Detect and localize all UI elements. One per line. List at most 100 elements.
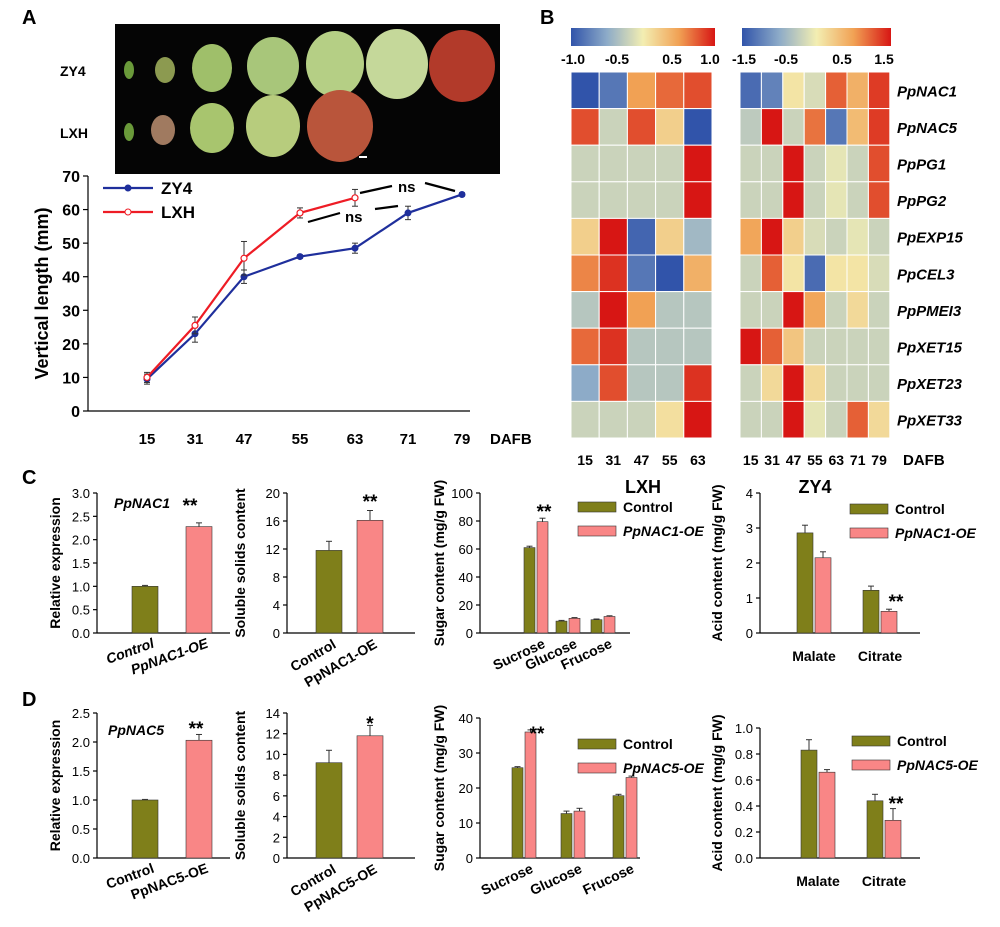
heatmap-cell [655, 327, 685, 366]
heatmap-xtick: 31 [764, 452, 780, 468]
d3-ytick-label: 10 [459, 816, 473, 831]
heatmap-cell [867, 181, 891, 219]
c4-bar [814, 557, 832, 634]
heatmap-cell [867, 400, 891, 439]
a-point-ZY4 [404, 209, 412, 217]
heatmap-cell [803, 400, 827, 439]
a-ns-line [374, 204, 399, 211]
heatmap-cell [683, 291, 713, 329]
c1-title: PpNAC1 [114, 495, 170, 511]
heatmap-cell [739, 327, 762, 366]
d3-significance: ** [530, 724, 545, 745]
d4-bar [884, 819, 902, 859]
heatmap-cell [782, 254, 805, 293]
d4-xtick-label: Malate [796, 873, 840, 889]
heatmap-cell [598, 181, 628, 219]
d2-bar [315, 762, 343, 859]
heatmap-cell [825, 217, 848, 256]
a-legend-marker [124, 184, 132, 192]
fruit-7 [124, 123, 134, 141]
heatmap-cell [803, 181, 827, 219]
a-point-LXH [191, 321, 199, 329]
heatmap-xtick: 15 [577, 452, 593, 468]
colorbar-tick: -0.5 [774, 51, 798, 67]
a-point-ZY4 [351, 244, 359, 252]
heatmap-xtick: 55 [662, 452, 678, 468]
heatmap-cell [825, 71, 848, 110]
c2-bar [356, 519, 384, 634]
heatmap-cell [867, 217, 891, 256]
a-ytick-label: 0 [71, 404, 80, 421]
d3-xtick-label: Sucrose [478, 860, 535, 898]
c1-bar [185, 526, 213, 634]
d2-ytick-label: 14 [266, 706, 280, 721]
d4-ytick-label: 0.8 [735, 747, 753, 762]
heatmap-cell [739, 144, 762, 183]
c2-ytick-label: 0 [273, 626, 280, 641]
fruit-3 [247, 37, 299, 95]
heatmap-cell [683, 71, 713, 110]
d4-legend-label: PpNAC5-OE [897, 757, 979, 773]
c4-legend-swatch [849, 527, 889, 539]
heatmap-cell [760, 327, 784, 366]
fruit-4 [306, 31, 364, 97]
c3-ytick-label: 80 [459, 514, 473, 529]
c4-ytick-label: 2 [746, 556, 753, 571]
c1-ylabel: Relative expression [47, 497, 63, 629]
c3-legend-swatch [577, 501, 617, 513]
c4-ytick-label: 1 [746, 591, 753, 606]
c4-ylabel: Acid content (mg/g FW) [709, 484, 725, 641]
colorbar-LXH [571, 28, 715, 46]
heatmap-cell [760, 71, 784, 110]
c3-bar [523, 547, 536, 634]
heatmap-cell [846, 364, 869, 402]
c4-legend-swatch [849, 503, 889, 515]
heatmap-xtick: 63 [829, 452, 845, 468]
c4-legend-label: PpNAC1-OE [895, 525, 977, 541]
c3-ytick-label: 100 [451, 486, 473, 501]
a-xtick-label: 55 [292, 431, 309, 448]
heatmap-cell [598, 71, 628, 110]
fruit-images [124, 29, 495, 162]
d3-ytick-label: 30 [459, 746, 473, 761]
fruit-photo: ZY4 LXH [60, 24, 500, 174]
d4-legend-swatch [851, 759, 891, 771]
heatmap-cell [867, 71, 891, 110]
heatmap-cell [598, 327, 628, 366]
heatmap-cell [803, 327, 827, 366]
heatmap-cell [782, 217, 805, 256]
heatmap-xlabel: DAFB [903, 452, 945, 469]
a-point-ZY4 [458, 190, 466, 198]
heatmap-cell [782, 364, 805, 402]
colorbar-tick: -1.5 [732, 51, 756, 67]
heatmap-xtick: 79 [871, 452, 887, 468]
d1-bar [185, 739, 213, 859]
c2-ytick-label: 16 [266, 514, 280, 529]
c4-bar [880, 610, 898, 634]
d4-bar [800, 749, 818, 859]
a-point-LXH [240, 254, 248, 262]
fruit-0 [124, 61, 134, 79]
d1-significance: ** [189, 719, 204, 740]
heatmap-cell [782, 327, 805, 366]
d4-ytick-label: 1.0 [735, 721, 753, 736]
heatmap-cell [655, 71, 685, 110]
a-series-line-ZY4 [146, 193, 463, 380]
panel-label-d: D [22, 689, 36, 711]
d4-ytick-label: 0.4 [735, 799, 753, 814]
a-ylabel: Vertical length (mm) [32, 207, 52, 379]
d4-xtick-label: Citrate [862, 873, 907, 889]
heatmap-cell [867, 327, 891, 366]
heatmap-cell [739, 400, 762, 439]
heatmap-cell [739, 108, 762, 146]
heatmap-cell [683, 181, 713, 219]
heatmap-cell [825, 108, 848, 146]
c3-bar [536, 521, 549, 634]
heatmap-xtick: 71 [850, 452, 866, 468]
c1-ytick-label: 2.5 [72, 509, 90, 524]
c1-significance: ** [183, 496, 198, 517]
panel-label-a: A [22, 7, 36, 29]
heatmap-cell [570, 327, 600, 366]
heatmap-cell [683, 254, 713, 293]
